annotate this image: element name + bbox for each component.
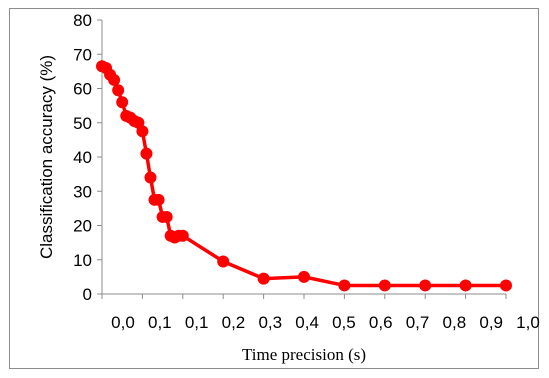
data-point bbox=[419, 279, 432, 292]
data-point bbox=[500, 279, 512, 292]
y-tick-label: 30 bbox=[73, 182, 92, 201]
data-point bbox=[459, 279, 472, 292]
x-tick-label: 1,0 bbox=[516, 313, 540, 332]
x-tick-label: 0,6 bbox=[369, 313, 393, 332]
data-point bbox=[378, 279, 391, 292]
x-tick-label: 0,5 bbox=[332, 313, 356, 332]
x-tick-label: 0,2 bbox=[222, 313, 246, 332]
data-point bbox=[136, 125, 149, 138]
data-point bbox=[140, 147, 153, 160]
x-tick-label: 0,1 bbox=[185, 313, 209, 332]
data-point bbox=[176, 229, 189, 242]
y-axis-title: Classification accuracy (%) bbox=[37, 55, 56, 259]
y-tick-label: 10 bbox=[73, 251, 92, 270]
y-tick-label: 70 bbox=[73, 45, 92, 64]
data-point bbox=[298, 270, 310, 283]
y-tick-label: 80 bbox=[73, 11, 92, 30]
y-tick-label: 50 bbox=[73, 114, 92, 133]
data-point bbox=[217, 255, 230, 268]
y-tick-label: 40 bbox=[73, 148, 92, 167]
data-point bbox=[144, 171, 157, 184]
y-tick-label: 20 bbox=[73, 217, 92, 236]
data-point bbox=[257, 272, 270, 285]
data-point bbox=[116, 96, 129, 109]
data-point bbox=[108, 73, 121, 86]
data-point bbox=[338, 279, 351, 292]
x-tick-label: 0,8 bbox=[443, 313, 467, 332]
x-tick-label: 0,4 bbox=[295, 313, 319, 332]
x-axis-title: Time precision (s) bbox=[242, 345, 366, 364]
x-tick-label: 0,0 bbox=[111, 313, 135, 332]
data-point bbox=[112, 84, 125, 97]
y-tick-label: 60 bbox=[73, 80, 92, 99]
data-point bbox=[152, 193, 165, 206]
x-tick-label: 0,3 bbox=[258, 313, 282, 332]
x-tick-label: 0,7 bbox=[406, 313, 430, 332]
x-tick-label: 0,9 bbox=[479, 313, 503, 332]
y-tick-label: 0 bbox=[83, 285, 92, 304]
x-tick-label: 0,1 bbox=[148, 313, 172, 332]
data-point bbox=[160, 210, 173, 223]
